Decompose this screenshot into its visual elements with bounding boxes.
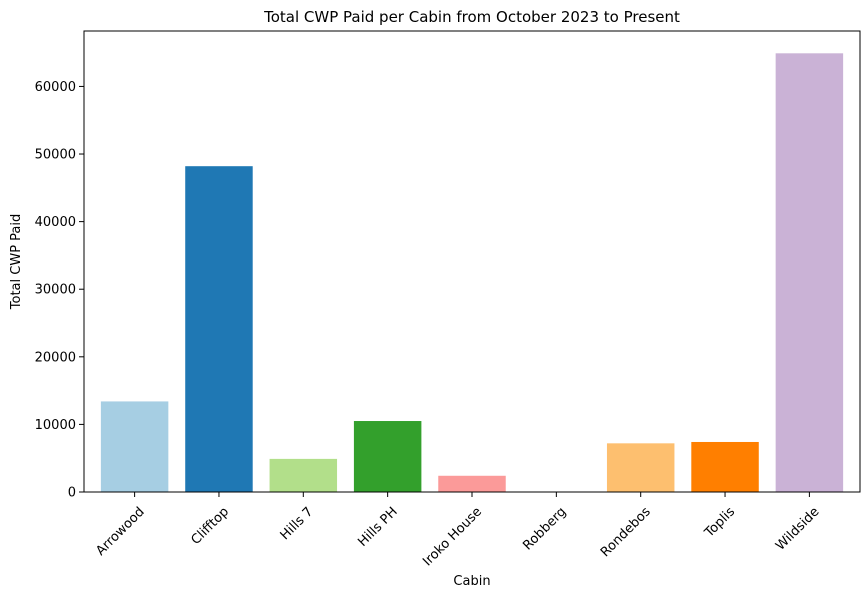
y-tick-label: 40000 xyxy=(35,215,76,230)
y-tick-label: 30000 xyxy=(35,283,76,298)
x-tick-label: Arrowood xyxy=(93,504,147,558)
bar-iroko-house xyxy=(438,475,506,492)
bar-wildside xyxy=(775,53,844,493)
y-tick-label: 50000 xyxy=(35,148,76,163)
bar-hills-ph xyxy=(353,421,422,492)
x-tick-label: Wildside xyxy=(773,504,822,553)
bar-clifftop xyxy=(185,166,253,492)
y-axis: 0 10000 20000 30000 40000 50000 60000 xyxy=(35,80,84,501)
x-axis: Arrowood Clifftop Hills 7 Hills PH Iroko Hou… xyxy=(93,492,822,569)
plot-frame xyxy=(83,30,861,493)
y-axis-label: Total CWP Paid xyxy=(9,214,24,310)
y-tick-label: 20000 xyxy=(35,350,76,365)
bar-arrowood xyxy=(100,401,169,492)
x-tick-label: Robberg xyxy=(520,504,569,553)
bars-group xyxy=(100,53,844,493)
bar-toplis xyxy=(691,441,759,492)
bar-rondebos xyxy=(606,443,675,492)
x-tick-label: Rondebos xyxy=(598,504,654,560)
x-tick-label: Toplis xyxy=(701,504,738,541)
y-tick-label: 60000 xyxy=(35,80,76,95)
x-tick-label: Hills 7 xyxy=(278,504,317,543)
x-axis-label: Cabin xyxy=(453,574,490,589)
y-tick-label: 0 xyxy=(68,486,76,501)
x-tick-label: Iroko House xyxy=(420,504,485,569)
bar-hills-7 xyxy=(269,458,338,492)
x-tick-label: Clifftop xyxy=(188,504,232,548)
chart-title: Total CWP Paid per Cabin from October 20… xyxy=(263,8,680,26)
x-tick-label: Hills PH xyxy=(355,504,400,549)
y-tick-label: 10000 xyxy=(35,418,76,433)
